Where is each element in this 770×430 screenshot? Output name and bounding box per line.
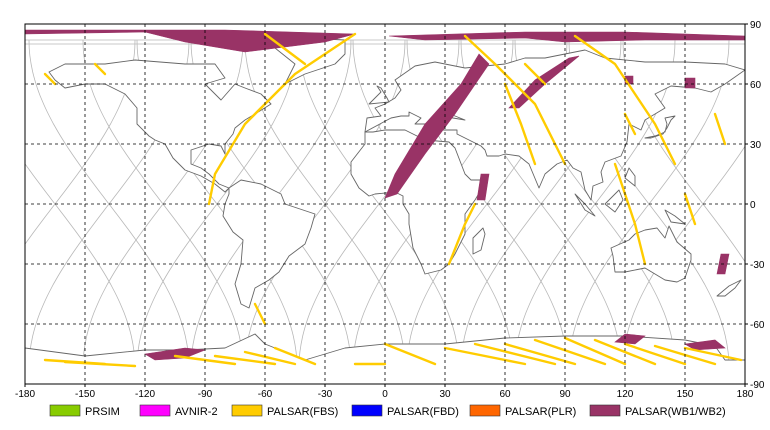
y-tick-label: -90 [750, 380, 765, 391]
legend-swatch [351, 404, 383, 417]
x-tick-label: 150 [677, 389, 694, 400]
coastline [574, 193, 596, 217]
y-tick-label: 90 [750, 20, 762, 31]
legend-item: AVNIR-2 [139, 404, 218, 418]
legend-swatch [589, 404, 621, 417]
wb-coverage-swath [684, 77, 696, 89]
legend-label: PRSIM [85, 406, 120, 418]
legend-item: PRSIM [49, 404, 120, 418]
x-tick-label: 120 [617, 389, 634, 400]
fbs-coverage-strip [273, 346, 317, 366]
coastline [350, 129, 488, 275]
coastline [222, 179, 316, 309]
graticule-layer [25, 24, 745, 384]
fbs-coverage-strip [93, 62, 107, 76]
fbs-coverage-strip [573, 34, 677, 166]
fbs-coverage-strip [473, 342, 557, 366]
fbs-coverage-strip [63, 360, 137, 368]
fbs-coverage-strip [563, 336, 627, 366]
fbs-coverage-strip [713, 112, 727, 146]
wb-coverage-swath [144, 347, 206, 361]
y-tick-label: 60 [750, 80, 762, 91]
fbs-coverage-strip [243, 350, 297, 366]
legend-item: PALSAR(PLR) [469, 404, 576, 418]
coastline [368, 85, 390, 105]
fbs-coverage-strip [503, 82, 537, 166]
coastline [716, 279, 742, 297]
y-tick-label: -30 [750, 260, 765, 271]
legend-label: PALSAR(FBS) [267, 406, 338, 418]
x-tick-label: -60 [258, 389, 273, 400]
legend-label: PALSAR(PLR) [505, 406, 576, 418]
x-tick-label: -150 [75, 389, 95, 400]
coastline-layer [25, 37, 745, 384]
map-layers [25, 24, 745, 384]
fbs-coverage-strip [383, 342, 437, 366]
fbs-coverage-strip [613, 162, 647, 266]
fbs-coverage-strip [443, 346, 527, 366]
fbs-coverage-strip [623, 342, 687, 366]
x-tick-label: 60 [499, 389, 511, 400]
fbs-coverage-strip [533, 338, 607, 366]
x-tick-label: 30 [439, 389, 451, 400]
fbs-coverage-strip [683, 346, 743, 362]
palsar-wb-coverage-layer [25, 29, 745, 361]
fbs-coverage-strip [447, 202, 477, 266]
fbs-coverage-strip [503, 342, 577, 366]
legend-item: PALSAR(FBS) [231, 404, 338, 418]
fbs-coverage-strip [207, 32, 357, 206]
x-tick-label: 180 [737, 389, 754, 400]
x-tick-label: 90 [559, 389, 571, 400]
longitude-tick-labels: -180 -150 -120 -90 -60 -30 0 30 60 90 120 150 180 [15, 384, 754, 400]
legend-swatch [231, 404, 263, 417]
palsar-fbs-coverage-layer [43, 32, 743, 368]
fbs-coverage-strip [623, 112, 637, 136]
latitude-tick-labels: 90 60 30 0 -30 -60 -90 [745, 20, 765, 391]
x-tick-label: -180 [15, 389, 35, 400]
fbs-coverage-strip [683, 192, 697, 226]
legend-swatch [49, 404, 81, 417]
fbs-coverage-strip [43, 72, 57, 86]
legend-label: PALSAR(FBD) [387, 406, 459, 418]
legend-label: AVNIR-2 [175, 406, 218, 418]
fbs-coverage-strip [593, 338, 657, 366]
legend-item: PALSAR(FBD) [351, 404, 459, 418]
x-tick-label: -90 [198, 389, 213, 400]
y-tick-label: 0 [750, 200, 756, 211]
y-tick-label: -60 [750, 320, 765, 331]
coastline [644, 115, 676, 139]
wb-coverage-swath [388, 31, 745, 43]
fbs-coverage-strip [463, 34, 567, 166]
coastline [604, 189, 624, 213]
legend-swatch [139, 404, 171, 417]
coastline [472, 227, 486, 255]
y-tick-label: 30 [750, 140, 762, 151]
fbs-coverage-strip [263, 32, 307, 66]
legend: PRSIM AVNIR-2 PALSAR(FBS) PALSAR(FBD) PALSAR… [49, 404, 726, 418]
wb-coverage-swath [684, 339, 726, 351]
legend-swatch [469, 404, 501, 417]
fbs-coverage-strip [253, 302, 267, 326]
x-tick-label: -120 [135, 389, 155, 400]
wb-coverage-swath [384, 53, 490, 199]
x-tick-label: -30 [318, 389, 333, 400]
fbs-coverage-strip [523, 62, 547, 86]
legend-label: PALSAR(WB1/WB2) [625, 406, 726, 418]
legend-item: PALSAR(WB1/WB2) [589, 404, 726, 418]
wb-coverage-swath [614, 333, 646, 345]
x-tick-label: 0 [382, 389, 388, 400]
coastline [624, 167, 636, 187]
wb-coverage-swath [476, 173, 490, 201]
